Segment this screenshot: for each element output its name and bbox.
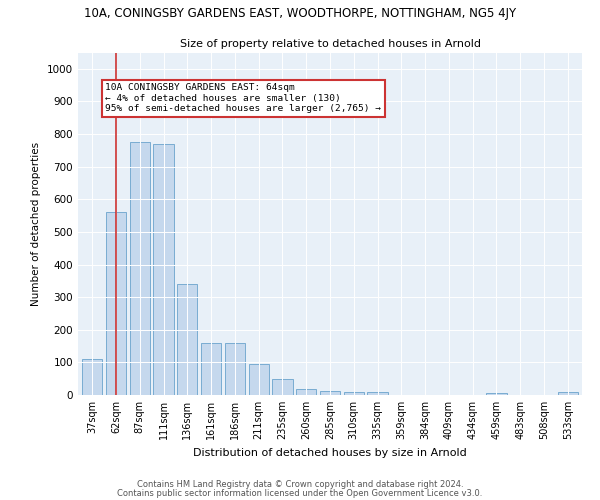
Y-axis label: Number of detached properties: Number of detached properties — [31, 142, 41, 306]
Bar — [130, 142, 150, 395]
Bar — [296, 389, 316, 395]
X-axis label: Distribution of detached houses by size in Arnold: Distribution of detached houses by size … — [193, 448, 467, 458]
Bar — [344, 392, 364, 395]
Bar — [272, 378, 293, 395]
Bar — [201, 343, 221, 395]
Bar — [557, 392, 578, 395]
Text: 10A, CONINGSBY GARDENS EAST, WOODTHORPE, NOTTINGHAM, NG5 4JY: 10A, CONINGSBY GARDENS EAST, WOODTHORPE,… — [84, 8, 516, 20]
Bar — [320, 391, 340, 395]
Bar — [177, 284, 197, 395]
Title: Size of property relative to detached houses in Arnold: Size of property relative to detached ho… — [179, 39, 481, 49]
Bar — [154, 144, 173, 395]
Bar — [82, 359, 103, 395]
Text: Contains public sector information licensed under the Open Government Licence v3: Contains public sector information licen… — [118, 489, 482, 498]
Bar — [225, 343, 245, 395]
Text: Contains HM Land Registry data © Crown copyright and database right 2024.: Contains HM Land Registry data © Crown c… — [137, 480, 463, 489]
Bar — [487, 392, 506, 395]
Text: 10A CONINGSBY GARDENS EAST: 64sqm
← 4% of detached houses are smaller (130)
95% : 10A CONINGSBY GARDENS EAST: 64sqm ← 4% o… — [106, 84, 382, 114]
Bar — [106, 212, 126, 395]
Bar — [367, 392, 388, 395]
Bar — [248, 364, 269, 395]
